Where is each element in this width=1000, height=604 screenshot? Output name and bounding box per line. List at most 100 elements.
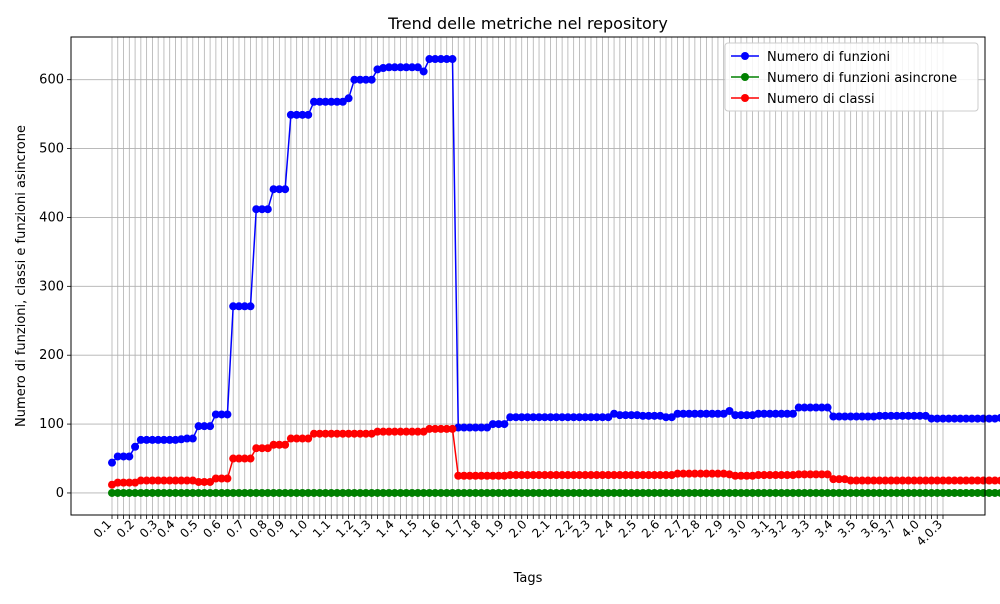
data-point: [240, 302, 249, 311]
data-point: [575, 471, 584, 480]
data-point: [742, 471, 751, 480]
data-point: [904, 476, 913, 485]
data-point: [829, 475, 838, 484]
data-point: [408, 488, 417, 497]
data-point: [558, 488, 567, 497]
y-tick-label: 500: [39, 142, 64, 157]
data-point: [211, 410, 220, 419]
data-point: [910, 476, 919, 485]
data-point: [615, 411, 624, 420]
data-point: [390, 427, 399, 436]
data-point: [535, 471, 544, 480]
data-point: [748, 488, 757, 497]
data-point: [598, 471, 607, 480]
data-point: [523, 471, 532, 480]
data-point: [638, 411, 647, 420]
data-point: [546, 488, 555, 497]
data-point: [708, 409, 717, 418]
data-point: [142, 488, 151, 497]
data-point: [211, 488, 220, 497]
data-point: [967, 488, 976, 497]
data-point: [887, 411, 896, 420]
data-point: [667, 413, 676, 422]
data-point: [350, 75, 359, 84]
data-point: [598, 488, 607, 497]
series-2: [108, 488, 1000, 497]
data-point: [973, 414, 982, 423]
data-point: [165, 435, 174, 444]
data-point: [673, 409, 682, 418]
data-point: [800, 403, 809, 412]
data-point: [217, 474, 226, 483]
data-point: [356, 488, 365, 497]
data-point: [517, 471, 526, 480]
data-point: [702, 469, 711, 478]
data-point: [367, 75, 376, 84]
data-point: [881, 411, 890, 420]
data-point: [627, 488, 636, 497]
data-point: [598, 413, 607, 422]
data-point: [419, 67, 428, 76]
data-point: [713, 469, 722, 478]
data-point: [673, 488, 682, 497]
data-point: [552, 413, 561, 422]
data-point: [425, 424, 434, 433]
data-point: [442, 488, 451, 497]
data-point: [846, 488, 855, 497]
data-point: [142, 476, 151, 485]
data-point: [131, 442, 140, 451]
data-point: [217, 488, 226, 497]
data-point: [852, 412, 861, 421]
data-point: [812, 488, 821, 497]
data-point: [292, 110, 301, 119]
data-point: [396, 427, 405, 436]
data-point: [309, 488, 318, 497]
data-point: [488, 471, 497, 480]
data-point: [183, 434, 192, 443]
data-point: [229, 488, 238, 497]
y-tick-label: 0: [56, 486, 64, 501]
data-point: [286, 488, 295, 497]
data-point: [281, 488, 290, 497]
data-point: [304, 110, 313, 119]
data-point: [921, 488, 930, 497]
data-point: [385, 63, 393, 72]
data-point: [604, 413, 613, 422]
data-point: [708, 488, 717, 497]
data-point: [852, 488, 861, 497]
data-point: [771, 471, 780, 480]
data-point: [448, 488, 457, 497]
series-layer: [108, 55, 1000, 497]
data-point: [125, 452, 134, 461]
data-point: [483, 488, 492, 497]
data-point: [563, 488, 572, 497]
y-tick-label: 600: [39, 73, 64, 88]
data-point: [396, 488, 405, 497]
data-point: [956, 476, 965, 485]
data-point: [448, 424, 457, 433]
data-point: [327, 488, 336, 497]
data-point: [586, 413, 595, 422]
data-point: [644, 411, 653, 420]
data-point: [529, 413, 538, 422]
data-point: [431, 424, 440, 433]
data-point: [275, 185, 284, 194]
data-point: [569, 471, 578, 480]
data-point: [494, 488, 503, 497]
data-point: [523, 413, 532, 422]
data-point: [760, 488, 769, 497]
data-point: [852, 476, 861, 485]
data-point: [581, 471, 590, 480]
data-point: [754, 488, 763, 497]
data-point: [962, 488, 971, 497]
data-point: [962, 414, 971, 423]
data-point: [465, 488, 474, 497]
data-point: [765, 409, 774, 418]
data-point: [875, 488, 884, 497]
data-point: [685, 488, 694, 497]
data-point: [408, 427, 417, 436]
data-point: [125, 478, 134, 487]
data-point: [361, 429, 370, 438]
data-point: [621, 411, 630, 420]
legend-marker: [741, 73, 749, 81]
